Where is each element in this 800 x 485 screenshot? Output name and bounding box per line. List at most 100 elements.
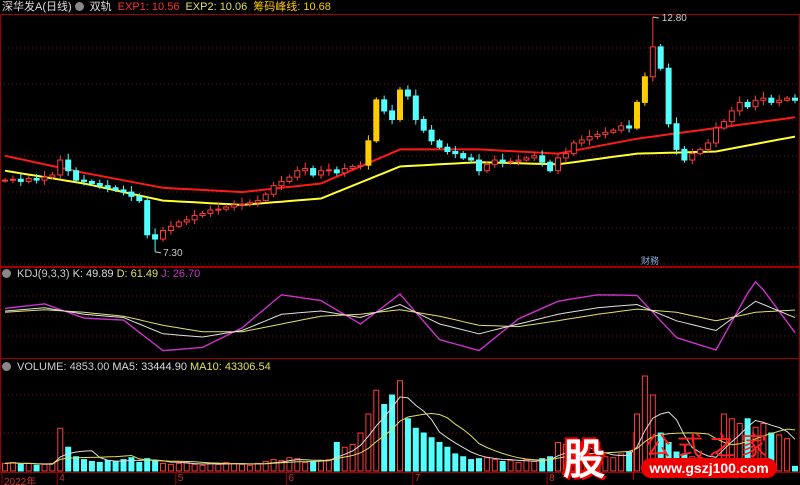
chevron-down-icon[interactable]	[2, 362, 11, 371]
candle-body	[112, 187, 119, 191]
x-axis-label: 8	[549, 473, 555, 484]
candle-body	[365, 140, 372, 166]
volume-panel-header: VOLUME: 4853.00 MA5: 33444.90 MA10: 43306.…	[2, 361, 277, 373]
volume-bar	[483, 457, 490, 472]
volume-bar	[476, 458, 482, 472]
kdj-d: D: 61.49	[116, 268, 159, 280]
divider	[633, 432, 634, 480]
x-axis-label: 6	[288, 473, 294, 484]
volume-bar	[112, 461, 119, 472]
volume-bar	[325, 459, 332, 472]
candle-body	[325, 169, 332, 172]
volume-bar	[33, 464, 40, 472]
candle-body	[483, 163, 490, 172]
x-axis-label: 4	[59, 473, 65, 484]
volume-ma5: MA5: 33444.90	[112, 361, 187, 373]
volume-bar	[776, 434, 783, 472]
volume-bar	[318, 460, 324, 472]
ma-yellow-line	[4, 135, 796, 206]
volume-bar	[412, 427, 419, 472]
candle-body	[720, 121, 727, 129]
candle-body	[689, 153, 696, 161]
volume-bar	[302, 461, 309, 472]
exp2-value: EXP2: 10.06	[185, 1, 248, 13]
candle-body	[136, 195, 143, 202]
volume-bar	[199, 464, 206, 472]
kdj-k-line	[4, 300, 796, 338]
candle-body	[681, 148, 688, 161]
candle-body	[25, 177, 32, 182]
volume-bar	[539, 458, 546, 472]
candle-body	[17, 178, 24, 182]
high-marker	[652, 16, 659, 19]
candle-body	[357, 164, 364, 167]
finance-badge: 财務	[641, 255, 659, 267]
volume-bar	[270, 459, 277, 472]
volume-bar	[254, 462, 261, 472]
candle-body	[452, 151, 459, 155]
volume-bar	[460, 456, 467, 472]
volume-bar	[404, 418, 411, 472]
candle-body	[420, 118, 427, 131]
volume-bar	[152, 461, 159, 472]
candle-body	[657, 46, 664, 69]
volume-bar	[389, 394, 396, 472]
candle-body	[33, 177, 40, 181]
volume-bar	[310, 461, 317, 472]
candle-body	[555, 157, 561, 172]
candle-body	[673, 123, 680, 150]
candle-body	[641, 76, 648, 103]
kdj-j-line	[4, 280, 796, 352]
candle-body	[728, 110, 735, 123]
candle-body	[499, 159, 506, 163]
candle-body	[428, 129, 435, 142]
volume-bar	[626, 451, 633, 472]
volume-bar	[128, 457, 135, 472]
candle-body	[626, 125, 633, 129]
volume-bar	[25, 462, 32, 472]
candle-body	[634, 101, 640, 129]
volume-ma10: MA10: 43306.54	[189, 361, 271, 373]
volume-bar	[167, 463, 174, 472]
candle-body	[57, 159, 64, 176]
candle-body	[9, 178, 16, 181]
x-axis-label: 7	[414, 473, 421, 484]
main-panel-header: 深华发A(日线) 双轨 EXP1: 10.56 EXP2: 10.06 筹码峰线: 10…	[2, 1, 337, 13]
volume-bar	[507, 460, 514, 472]
volume-bar	[618, 453, 625, 472]
low-marker	[155, 251, 162, 254]
volume-bar	[547, 456, 554, 472]
chevron-down-icon[interactable]	[2, 269, 11, 278]
candle-body	[515, 159, 522, 162]
volume-bar	[81, 459, 87, 472]
volume-bar	[428, 437, 435, 472]
volume-bar	[57, 427, 64, 472]
candle-body	[144, 200, 151, 236]
watermark-url: www.gszj100.com	[641, 458, 777, 478]
candle-body	[104, 185, 111, 189]
candle-body	[215, 208, 222, 211]
candle-body	[254, 200, 261, 204]
volume-ma5-line	[4, 396, 796, 465]
volume-bar	[349, 443, 356, 472]
candle-body	[65, 159, 72, 172]
volume-ma10-line	[4, 412, 796, 465]
volume-bar	[65, 446, 72, 472]
candle-body	[341, 168, 348, 174]
volume-bar	[357, 432, 364, 472]
candle-body	[73, 170, 80, 181]
candle-body	[41, 176, 48, 181]
candle-body	[610, 129, 617, 133]
chevron-down-icon[interactable]	[74, 2, 84, 11]
volume-bar	[215, 463, 222, 472]
kdj-name: KDJ(9,3,3)	[17, 268, 70, 280]
volume-bar	[246, 464, 253, 472]
watermark-logo: 股	[563, 435, 606, 484]
candle-body	[191, 215, 198, 221]
volume-bar	[73, 456, 80, 472]
candle-body	[562, 153, 569, 159]
candle-body	[88, 180, 95, 185]
volume-bar	[120, 459, 127, 472]
